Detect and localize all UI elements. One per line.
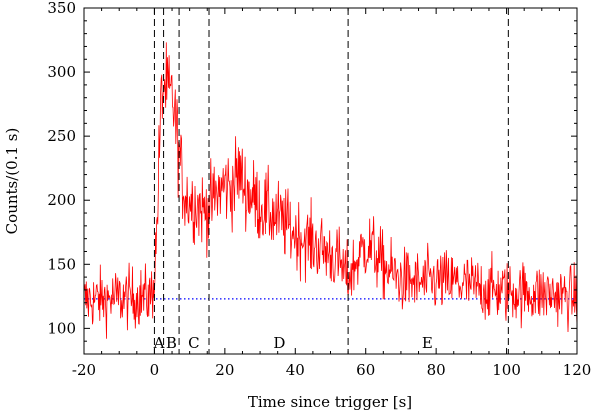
segment-label-e: E — [422, 334, 433, 352]
x-tick-label: 60 — [356, 361, 375, 379]
segment-label-d: D — [273, 334, 285, 352]
x-tick-label: 100 — [492, 361, 521, 379]
y-tick-label: 350 — [47, 0, 76, 17]
light-curve-line — [84, 42, 577, 339]
y-axis-title: Counts/(0.1 s) — [3, 128, 21, 235]
segment-label-b: B — [166, 334, 177, 352]
x-tick-label: 0 — [150, 361, 160, 379]
y-tick-label: 300 — [47, 63, 76, 81]
segment-label-c: C — [188, 334, 199, 352]
x-axis-title: Time since trigger [s] — [248, 393, 412, 411]
y-tick-label: 250 — [47, 127, 76, 145]
plot-frame — [83, 7, 578, 355]
data-layer — [84, 42, 577, 339]
y-tick-label: 200 — [47, 191, 76, 209]
segment-label-a: A — [153, 334, 165, 352]
x-tick-label: 40 — [286, 361, 305, 379]
x-tick-label: 20 — [215, 361, 234, 379]
x-tick-label: -20 — [72, 361, 96, 379]
x-tick-label: 80 — [427, 361, 446, 379]
x-tick-label: 120 — [563, 361, 592, 379]
y-tick-label: 100 — [47, 319, 76, 337]
tick-layer: -20 0 20 40 60 80 100 120 100 150 200 250 300 350 — [47, 0, 591, 379]
y-tick-label: 150 — [47, 255, 76, 273]
